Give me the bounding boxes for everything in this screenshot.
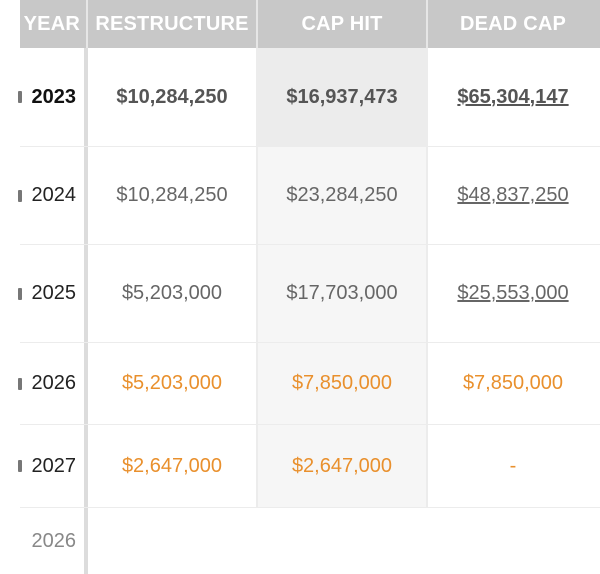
restructure-value: $10,284,250	[88, 147, 258, 244]
dead-cap-value: -	[509, 454, 517, 477]
table-row: 2027 $2,647,000 $2,647,000 -	[18, 425, 600, 508]
row-year: 2026	[18, 343, 88, 424]
row-marker-icon	[18, 377, 22, 390]
footer-year: 2026	[20, 508, 88, 574]
row-year: 2024	[18, 147, 88, 244]
year-label: 2027	[31, 454, 77, 477]
restructure-value: $5,203,000	[88, 245, 258, 342]
year-label: 2024	[31, 184, 77, 206]
dead-cap-link[interactable]: $65,304,147	[457, 85, 569, 108]
restructure-value: $5,203,000	[88, 343, 258, 424]
header-cap-hit[interactable]: CAP HIT	[258, 0, 428, 48]
row-marker-icon	[18, 189, 22, 202]
header-dead-cap[interactable]: DEAD CAP	[459, 12, 567, 35]
year-label: 2026	[31, 372, 77, 394]
restructure-value: $2,647,000	[88, 425, 258, 507]
cap-hit-value: $16,937,473	[258, 48, 428, 146]
table-row: 2025 $5,203,000 $17,703,000 $25,553,000	[18, 245, 600, 343]
cap-hit-value: $7,850,000	[258, 343, 428, 424]
table-row: 2023 $10,284,250 $16,937,473 $65,304,147	[18, 48, 600, 147]
row-year: 2025	[18, 245, 88, 342]
cap-hit-value: $17,703,000	[258, 245, 428, 342]
header-year[interactable]: YEAR	[20, 0, 88, 48]
cap-hit-value: $2,647,000	[258, 425, 428, 507]
row-marker-icon	[18, 287, 22, 300]
restructure-value: $10,284,250	[88, 48, 258, 146]
row-marker-icon	[18, 460, 22, 472]
dead-cap-link[interactable]: $48,837,250	[457, 184, 569, 206]
year-label: 2025	[31, 282, 77, 304]
header-restructure[interactable]: RESTRUCTURE	[88, 0, 258, 48]
table-row: 2024 $10,284,250 $23,284,250 $48,837,250	[18, 147, 600, 245]
row-year: 2027	[18, 425, 88, 507]
dead-cap-value: $7,850,000	[462, 372, 564, 394]
table-header: YEAR RESTRUCTURE CAP HIT DEAD CAP	[20, 0, 600, 48]
row-year: 2023	[18, 48, 88, 146]
row-marker-icon	[18, 91, 22, 103]
dead-cap-link[interactable]: $25,553,000	[457, 282, 569, 304]
year-label: 2023	[31, 85, 77, 108]
cap-hit-value: $23,284,250	[258, 147, 428, 244]
table-row: 2026 $5,203,000 $7,850,000 $7,850,000	[18, 343, 600, 425]
left-edge	[0, 48, 20, 508]
